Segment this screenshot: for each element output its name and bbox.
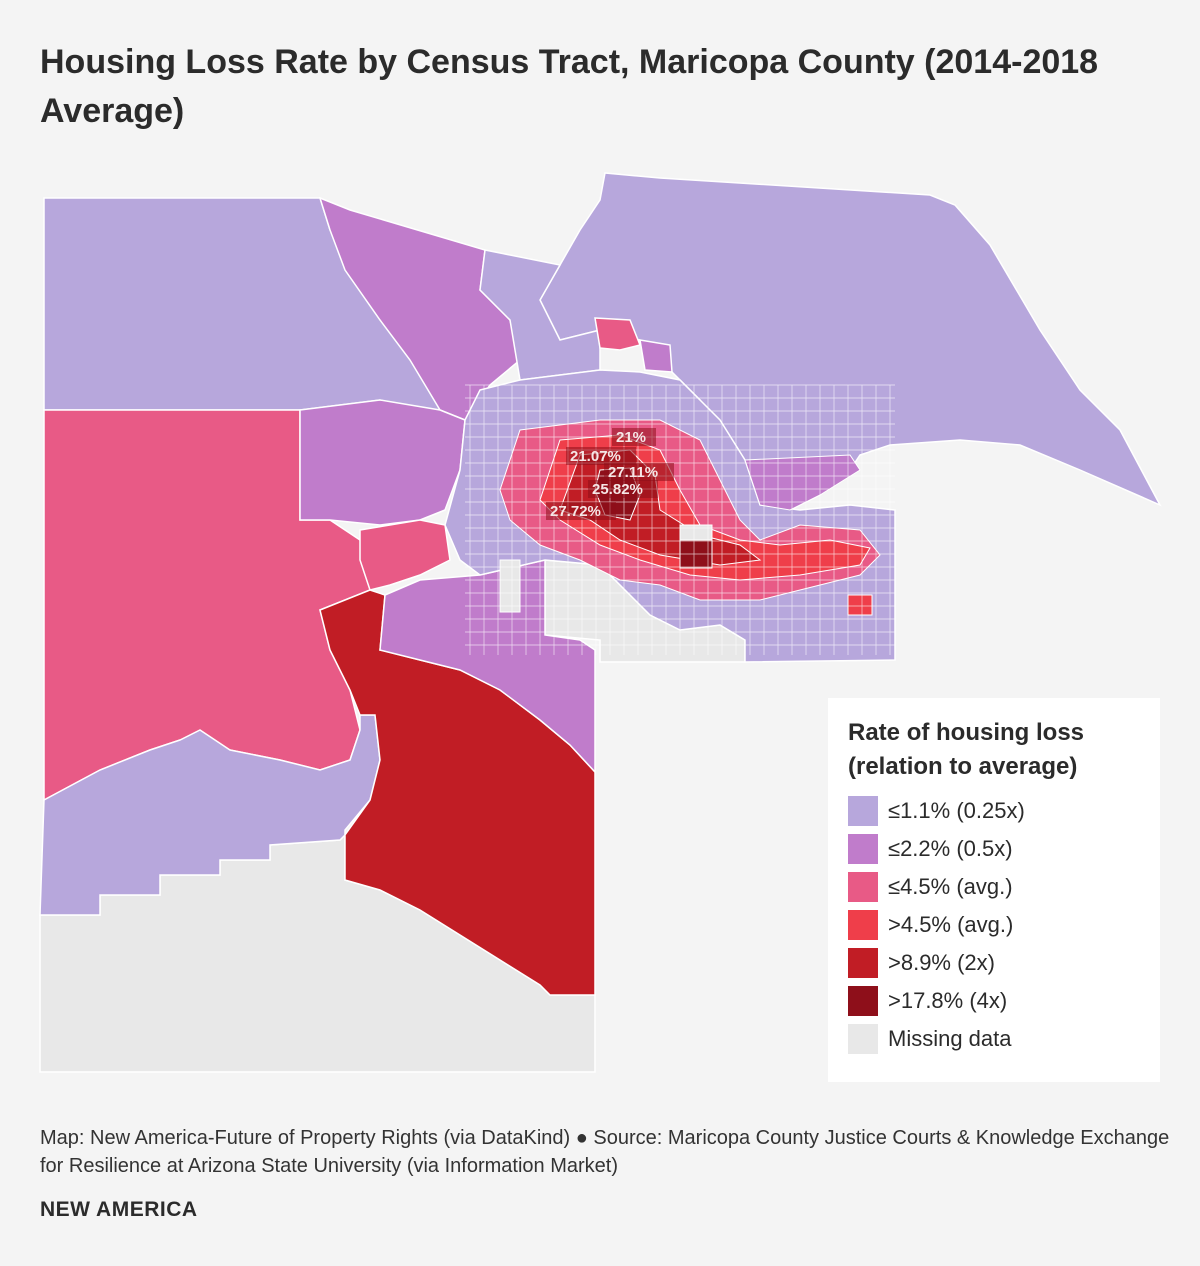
legend-label: >17.8% (4x) [888,988,1008,1013]
tract-north-pink [594,317,642,351]
source-note: Map: New America-Future of Property Righ… [40,1127,1170,1177]
callout-text-4: 25.82% [592,481,643,498]
tract-north-purple-2 [639,339,673,373]
callout-text-2: 21.07% [570,448,621,465]
legend-swatch [848,948,878,978]
map-title: Housing Loss Rate by Census Tract, Maric… [40,43,1099,130]
brand-logo: NEW AMERICA [40,1198,198,1221]
legend-swatch [848,834,878,864]
callout-2772: 27.72% [546,502,616,520]
tract-west-purple [299,399,466,526]
callout-2582: 25.82% [588,480,658,498]
tract-west-belt [359,519,451,591]
legend-label: ≤2.2% (0.5x) [888,836,1013,861]
legend-swatch [848,986,878,1016]
tract-metro-red-east [847,594,873,616]
legend-label: ≤4.5% (avg.) [888,874,1013,899]
callout-text-1: 21% [616,429,646,446]
legend-swatch [848,872,878,902]
callout-2711: 27.11% [604,463,674,481]
legend-title: Rate of housing loss (relation to averag… [848,719,1085,780]
callout-21: 21% [612,428,656,446]
tract-metro-missing-1 [679,524,713,541]
legend-label: Missing data [888,1026,1012,1051]
legend-label: >4.5% (avg.) [888,912,1014,937]
tract-grid [465,384,895,655]
callout-text-5: 27.72% [550,503,601,520]
tract-metro-missing-2 [499,559,521,613]
legend-swatch [848,796,878,826]
callout-2107: 21.07% [566,447,636,465]
callout-text-3: 27.11% [608,464,658,481]
legend-label: ≤1.1% (0.25x) [888,798,1025,823]
legend-swatch [848,1024,878,1054]
legend: Rate of housing loss (relation to averag… [828,698,1160,1082]
legend-swatch [848,910,878,940]
legend-label: >8.9% (2x) [888,950,995,975]
